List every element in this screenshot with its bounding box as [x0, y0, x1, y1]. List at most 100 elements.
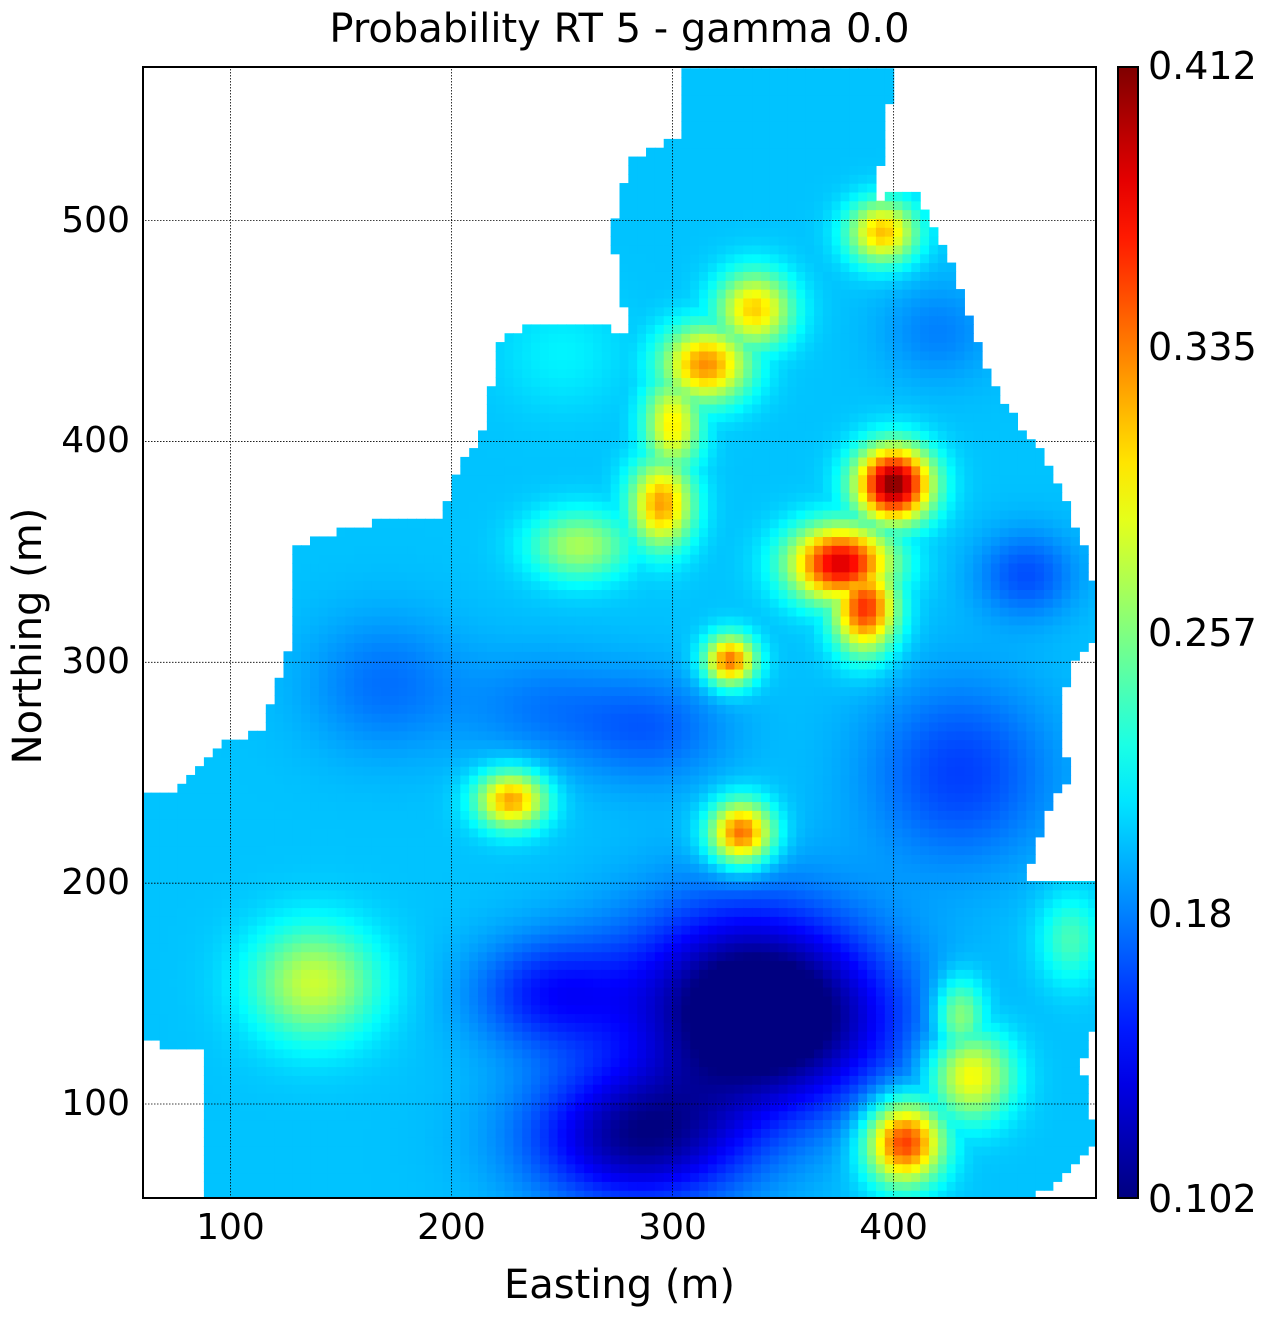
heatmap-cell: [478, 801, 488, 811]
heatmap-cell: [628, 668, 638, 679]
heatmap-cell: [610, 615, 621, 626]
heatmap-cell: [310, 933, 320, 944]
heatmap-cell: [478, 642, 488, 652]
heatmap-cell: [354, 677, 364, 688]
heatmap-cell: [283, 792, 293, 803]
heatmap-cell: [239, 969, 249, 979]
heatmap-cell: [478, 819, 488, 829]
heatmap-cell: [646, 1013, 656, 1023]
heatmap-cell: [460, 589, 470, 599]
heatmap-cell: [601, 571, 612, 582]
heatmap-cell: [672, 218, 682, 228]
heatmap-cell: [345, 730, 355, 741]
heatmap-cell: [416, 536, 426, 546]
heatmap-cell: [442, 810, 453, 820]
heatmap-cell: [610, 925, 621, 935]
heatmap-cell: [619, 368, 629, 379]
heatmap-cell: [442, 969, 453, 979]
heatmap-cell: [416, 757, 426, 767]
heatmap-cell: [575, 801, 585, 811]
heatmap-cell: [292, 1084, 302, 1094]
heatmap-cell: [566, 704, 576, 714]
heatmap-cell: [513, 783, 523, 794]
heatmap-cell: [460, 1092, 470, 1103]
heatmap-cell: [301, 1022, 311, 1032]
heatmap-cell: [575, 1101, 585, 1112]
heatmap-cell: [371, 766, 382, 776]
heatmap-cell: [478, 456, 488, 467]
heatmap-cell: [451, 1013, 461, 1023]
heatmap-cell: [380, 1128, 391, 1138]
heatmap-cell: [601, 1137, 612, 1147]
heatmap-cell: [601, 1092, 612, 1103]
heatmap-cell: [451, 1075, 461, 1085]
heatmap-cell: [495, 730, 506, 741]
heatmap-cell: [619, 474, 629, 485]
heatmap-cell: [380, 951, 391, 962]
heatmap-cell: [363, 1057, 373, 1068]
heatmap-cell: [486, 854, 497, 864]
heatmap-cell: [433, 995, 444, 1006]
heatmap-cell: [681, 85, 691, 96]
heatmap-cell: [310, 925, 320, 935]
heatmap-cell: [504, 580, 514, 591]
heatmap-cell: [195, 836, 205, 847]
heatmap-cell: [672, 907, 682, 917]
heatmap-cell: [398, 554, 408, 564]
heatmap-cell: [469, 933, 479, 944]
heatmap-cell: [513, 933, 523, 944]
heatmap-cell: [407, 721, 417, 732]
heatmap-cell: [637, 589, 647, 599]
heatmap-cell: [389, 1092, 400, 1103]
heatmap-cell: [531, 412, 541, 423]
heatmap-cell: [548, 324, 559, 334]
heatmap-cell: [486, 1190, 497, 1199]
heatmap-cell: [584, 810, 594, 820]
heatmap-cell: [363, 757, 373, 767]
heatmap-cell: [451, 951, 461, 962]
heatmap-cell: [265, 925, 276, 935]
heatmap-cell: [212, 1084, 223, 1094]
heatmap-cell: [371, 986, 382, 997]
heatmap-cell: [424, 986, 435, 997]
heatmap-cell: [566, 483, 576, 493]
heatmap-cell: [601, 1154, 612, 1165]
heatmap-cell: [363, 580, 373, 591]
heatmap-cell: [159, 951, 170, 962]
heatmap-cell: [371, 607, 382, 617]
heatmap-cell: [354, 668, 364, 679]
heatmap-cell: [486, 863, 497, 873]
heatmap-cell: [389, 933, 400, 944]
heatmap-cell: [486, 386, 497, 396]
heatmap-cell: [663, 562, 674, 573]
heatmap-cell: [557, 624, 568, 635]
heatmap-cell: [380, 713, 391, 723]
heatmap-cell: [637, 607, 647, 617]
heatmap-cell: [354, 1163, 364, 1174]
heatmap-cell: [310, 880, 320, 891]
heatmap-cell: [424, 1154, 435, 1165]
heatmap-cell: [539, 1181, 550, 1191]
heatmap-cell: [663, 412, 674, 423]
heatmap-cell: [513, 377, 523, 387]
heatmap-cell: [672, 925, 682, 935]
heatmap-cell: [177, 854, 187, 864]
heatmap-cell: [557, 1066, 568, 1076]
heatmap-cell: [486, 686, 497, 697]
heatmap-cell: [628, 209, 638, 219]
heatmap-cell: [265, 1145, 276, 1156]
heatmap-cell: [168, 889, 178, 900]
heatmap-cell: [575, 872, 585, 882]
heatmap-cell: [646, 898, 656, 909]
heatmap-cell: [345, 1004, 355, 1015]
heatmap-cell: [601, 492, 612, 502]
heatmap-cell: [310, 660, 320, 670]
heatmap-cell: [203, 880, 214, 891]
heatmap-cell: [336, 1163, 346, 1174]
heatmap-cell: [451, 615, 461, 626]
heatmap-cell: [486, 933, 497, 944]
heatmap-cell: [654, 1022, 665, 1032]
heatmap-cell: [548, 704, 559, 714]
heatmap-cell: [690, 933, 700, 944]
heatmap-cell: [460, 571, 470, 582]
